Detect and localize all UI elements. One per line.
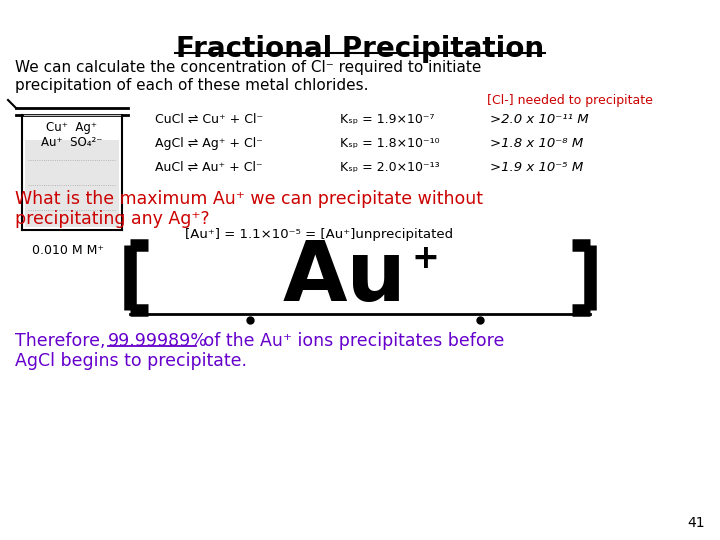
Text: AgCl ⇌ Ag⁺ + Cl⁻: AgCl ⇌ Ag⁺ + Cl⁻: [155, 137, 263, 150]
Text: precipitation of each of these metal chlorides.: precipitation of each of these metal chl…: [15, 78, 369, 93]
Text: of the Au⁺ ions precipitates before: of the Au⁺ ions precipitates before: [198, 332, 505, 350]
Text: Kₛₚ = 2.0×10⁻¹³: Kₛₚ = 2.0×10⁻¹³: [340, 161, 440, 174]
Text: Kₛₚ = 1.9×10⁻⁷: Kₛₚ = 1.9×10⁻⁷: [340, 113, 434, 126]
Text: Kₛₚ = 1.8×10⁻¹⁰: Kₛₚ = 1.8×10⁻¹⁰: [340, 137, 439, 150]
Text: +: +: [411, 241, 439, 274]
Text: 0.010 M M⁺: 0.010 M M⁺: [32, 244, 104, 257]
Text: AgCl begins to precipitate.: AgCl begins to precipitate.: [15, 352, 247, 370]
Text: What is the maximum Au⁺ we can precipitate without: What is the maximum Au⁺ we can precipita…: [15, 190, 483, 208]
Text: Au: Au: [283, 237, 407, 318]
Text: Cu⁺  Ag⁺: Cu⁺ Ag⁺: [47, 122, 97, 134]
Polygon shape: [25, 140, 119, 227]
Text: [Au⁺] = 1.1×10⁻⁵ = [Au⁺]unprecipitated: [Au⁺] = 1.1×10⁻⁵ = [Au⁺]unprecipitated: [185, 228, 453, 241]
Text: 41: 41: [688, 516, 705, 530]
Text: >1.8 x 10⁻⁸ M: >1.8 x 10⁻⁸ M: [490, 137, 583, 150]
Text: Au⁺  SO₄²⁻: Au⁺ SO₄²⁻: [41, 136, 103, 148]
Text: >2.0 x 10⁻¹¹ M: >2.0 x 10⁻¹¹ M: [490, 113, 589, 126]
Text: Fractional Precipitation: Fractional Precipitation: [176, 35, 544, 63]
Text: precipitating any Ag⁺?: precipitating any Ag⁺?: [15, 210, 210, 228]
Text: Therefore,: Therefore,: [15, 332, 111, 350]
Text: CuCl ⇌ Cu⁺ + Cl⁻: CuCl ⇌ Cu⁺ + Cl⁻: [155, 113, 263, 126]
Text: AuCl ⇌ Au⁺ + Cl⁻: AuCl ⇌ Au⁺ + Cl⁻: [155, 161, 263, 174]
Text: [Cl-] needed to precipitate: [Cl-] needed to precipitate: [487, 94, 653, 107]
Text: 99.99989%: 99.99989%: [108, 332, 208, 350]
Text: We can calculate the concentration of Cl⁻ required to initiate: We can calculate the concentration of Cl…: [15, 60, 482, 75]
Text: >1.9 x 10⁻⁵ M: >1.9 x 10⁻⁵ M: [490, 161, 583, 174]
